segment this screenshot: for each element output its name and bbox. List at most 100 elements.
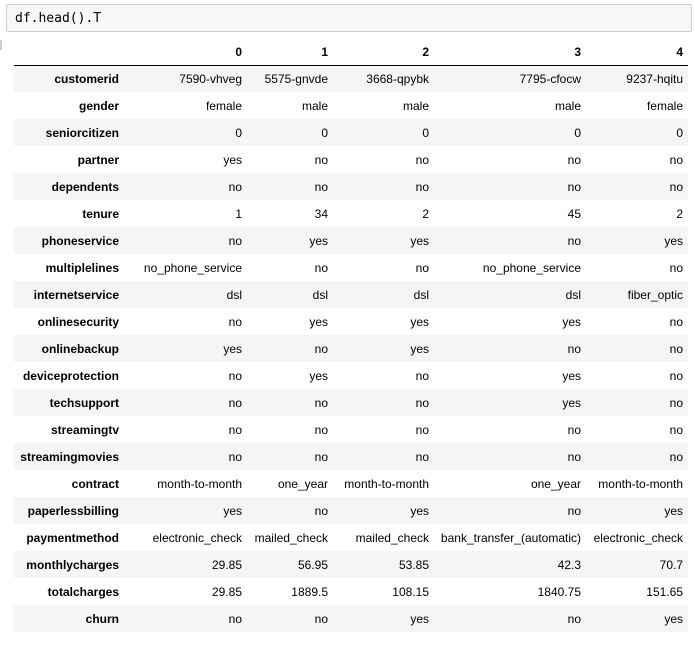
table-row: customerid 7590-vhveg 5575-gnvde 3668-qpybk…	[14, 65, 688, 92]
table-cell: dsl	[565, 287, 581, 302]
table-cell: 1	[235, 206, 242, 221]
row-label: totalcharges	[47, 584, 119, 599]
table-cell: no	[567, 233, 581, 248]
table-cell: 0	[321, 125, 328, 140]
table-cell: yes	[410, 503, 429, 518]
table-cell: 0	[235, 125, 242, 140]
table-row: monthlycharges 29.85 56.95 53.85 42.3 70.7	[14, 551, 688, 578]
table-row: dependents no no no no no	[14, 173, 688, 200]
table-cell: no	[228, 611, 242, 626]
table-cell: yes	[309, 233, 328, 248]
column-header: 4	[586, 40, 688, 66]
table-cell: female	[205, 98, 242, 113]
table-cell: yes	[223, 152, 242, 167]
table-cell: yes	[410, 233, 429, 248]
table-cell: no	[415, 260, 429, 275]
table-cell: no	[669, 179, 683, 194]
table-cell: 45	[567, 206, 581, 221]
table-row: deviceprotection no yes no yes no	[14, 362, 688, 389]
code-text[interactable]: df.head().T	[15, 11, 102, 26]
table-cell: 29.85	[211, 557, 242, 572]
table-cell: mailed_check	[254, 530, 328, 545]
table-cell: no	[669, 368, 683, 383]
table-cell: 7795-cfocw	[519, 71, 581, 86]
table-cell: no	[415, 368, 429, 383]
table-row: internetservice dsl dsl dsl dsl fiber_optic	[14, 281, 688, 308]
table-cell: electronic_check	[593, 530, 683, 545]
output-prompt-marker	[0, 40, 2, 50]
table-cell: no	[228, 233, 242, 248]
table-cell: no	[567, 611, 581, 626]
table-cell: one_year	[530, 476, 581, 491]
table-cell: 1840.75	[537, 584, 581, 599]
table-cell: no	[228, 422, 242, 437]
table-cell: no	[314, 611, 328, 626]
table-cell: no	[415, 395, 429, 410]
row-label: techsupport	[49, 395, 119, 410]
table-cell: 1889.5	[291, 584, 328, 599]
table-cell: no	[314, 341, 328, 356]
table-cell: no	[415, 152, 429, 167]
table-cell: one_year	[277, 476, 328, 491]
table-cell: dsl	[413, 287, 429, 302]
table-cell: no	[669, 449, 683, 464]
table-row: phoneservice no yes yes no yes	[14, 227, 688, 254]
row-label: streamingmovies	[20, 449, 119, 464]
table-cell: no	[669, 314, 683, 329]
table-row: multiplelines no_phone_service no no no_phon…	[14, 254, 688, 281]
table-cell: no	[228, 179, 242, 194]
table-cell: 7590-vhveg	[179, 71, 242, 86]
table-row: paymentmethod electronic_check mailed_chec…	[14, 524, 688, 551]
table-cell: 0	[676, 125, 683, 140]
table-cell: dsl	[312, 287, 328, 302]
table-cell: no	[415, 179, 429, 194]
row-label: contract	[71, 476, 119, 491]
table-cell: 29.85	[211, 584, 242, 599]
row-label: paymentmethod	[26, 530, 119, 545]
row-label: onlinesecurity	[37, 314, 119, 329]
table-cell: yes	[223, 503, 242, 518]
row-label: tenure	[82, 206, 119, 221]
table-cell: 108.15	[392, 584, 429, 599]
table-cell: yes	[664, 611, 683, 626]
table-row: paperlessbilling yes no yes no yes	[14, 497, 688, 524]
row-label: partner	[77, 152, 119, 167]
code-cell-input[interactable]: df.head().T	[6, 4, 692, 32]
table-cell: no	[228, 395, 242, 410]
table-row: onlinebackup yes no yes no no	[14, 335, 688, 362]
row-label: paperlessbilling	[27, 503, 119, 518]
table-cell: 70.7	[659, 557, 683, 572]
table-cell: no	[415, 422, 429, 437]
row-label: seniorcitizen	[45, 125, 119, 140]
table-cell: yes	[410, 314, 429, 329]
table-cell: yes	[410, 611, 429, 626]
row-label: customerid	[54, 71, 119, 86]
row-label: deviceprotection	[22, 368, 119, 383]
header-row: 0 1 2 3 4	[14, 40, 688, 66]
table-cell: no	[669, 422, 683, 437]
table-cell: 53.85	[398, 557, 429, 572]
dataframe-table: 0 1 2 3 4 customerid 7590-vhveg 5575-gnvde…	[14, 40, 688, 632]
table-cell: 5575-gnvde	[264, 71, 328, 86]
column-header: 0	[124, 40, 247, 66]
table-cell: no	[314, 503, 328, 518]
table-cell: 3668-qpybk	[366, 71, 429, 86]
table-cell: yes	[223, 341, 242, 356]
table-cell: no	[669, 152, 683, 167]
table-cell: electronic_check	[152, 530, 242, 545]
table-cell: no	[567, 179, 581, 194]
table-cell: dsl	[226, 287, 242, 302]
table-row: totalcharges 29.85 1889.5 108.15 1840.75 151.…	[14, 578, 688, 605]
table-cell: no	[567, 503, 581, 518]
row-label: streamingtv	[50, 422, 119, 437]
table-cell: no	[228, 449, 242, 464]
table-cell: no	[314, 395, 328, 410]
column-header: 3	[434, 40, 586, 66]
table-cell: no	[669, 341, 683, 356]
table-cell: mailed_check	[355, 530, 429, 545]
row-label: gender	[78, 98, 119, 113]
table-cell: no	[228, 368, 242, 383]
table-cell: no_phone_service	[482, 260, 581, 275]
table-cell: no	[314, 260, 328, 275]
table-cell: yes	[410, 341, 429, 356]
